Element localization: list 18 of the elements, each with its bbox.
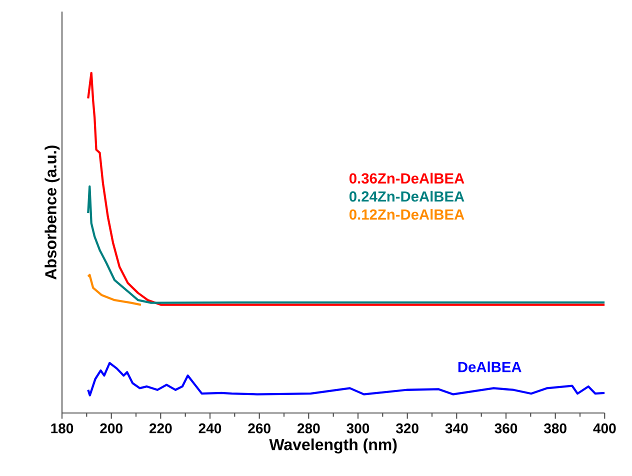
x-tick-label: 220 (149, 423, 172, 434)
series-label: DeAlBEA (458, 361, 522, 372)
text: 0.12Zn-DeAlBEA (349, 208, 464, 220)
x-tick-label: 340 (445, 423, 468, 434)
y-axis-title: Absorbence (a.u.) (44, 146, 60, 280)
x-tick-label: 380 (544, 423, 566, 434)
x-tick-label: 180 (51, 423, 74, 434)
x-tick-label: 320 (396, 423, 418, 434)
x-tick-label: 240 (198, 423, 222, 434)
text: 0.36Zn-DeAlBEA (349, 172, 464, 184)
x-axis-title: Wavelength (nm) (269, 438, 397, 454)
x-tick-label: 200 (100, 423, 122, 434)
x-tick-label: 360 (494, 423, 518, 434)
x-tick-label: 300 (346, 423, 370, 434)
x-tick-label: 400 (593, 423, 616, 434)
x-tick-label: 260 (248, 423, 270, 434)
x-tick-label: 280 (297, 423, 320, 434)
text: 0.24Zn-DeAlBEA (349, 190, 464, 202)
